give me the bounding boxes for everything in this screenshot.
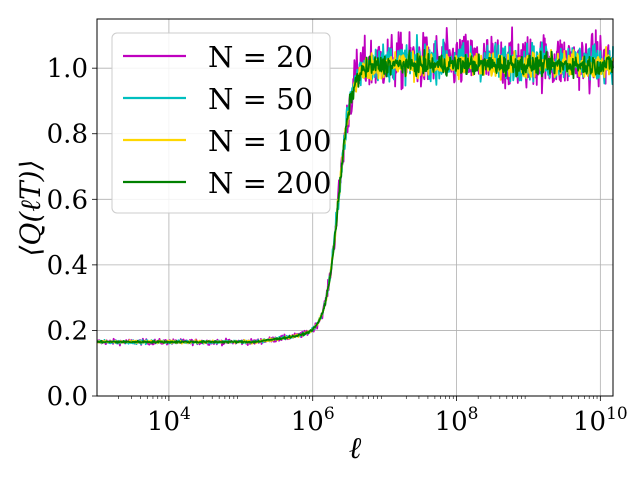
y-tick-label: 0.0 — [47, 382, 88, 412]
legend: N = 20 N = 50 N = 100 N = 200 — [111, 32, 331, 214]
y-tick-label: 1.0 — [47, 54, 88, 84]
plot-frame — [96, 18, 614, 397]
y-axis-label: ⟨Q(ℓT)⟩ — [14, 160, 47, 257]
x-axis-label: ℓ — [349, 431, 362, 466]
y-axis-ticks: 0.0 0.2 0.4 0.6 0.8 1.0 — [47, 54, 97, 412]
y-tick-label: 0.4 — [47, 251, 88, 281]
x-axis-ticks: 104 106 108 1010 — [118, 396, 628, 437]
legend-box — [111, 32, 331, 214]
legend-label: N = 200 — [208, 166, 331, 200]
legend-label: N = 100 — [208, 124, 331, 158]
y-tick-label: 0.6 — [47, 185, 88, 215]
x-tick-label: 1010 — [573, 404, 628, 437]
series-lines — [96, 26, 614, 347]
y-tick-label: 0.8 — [47, 120, 88, 150]
legend-label: N = 20 — [208, 40, 313, 74]
legend-label: N = 50 — [208, 82, 313, 116]
y-tick-label: 0.2 — [47, 316, 88, 346]
x-tick-label: 104 — [147, 404, 191, 437]
x-tick-label: 108 — [435, 404, 479, 437]
x-tick-label: 106 — [291, 404, 335, 437]
series-line-n200 — [96, 49, 614, 344]
